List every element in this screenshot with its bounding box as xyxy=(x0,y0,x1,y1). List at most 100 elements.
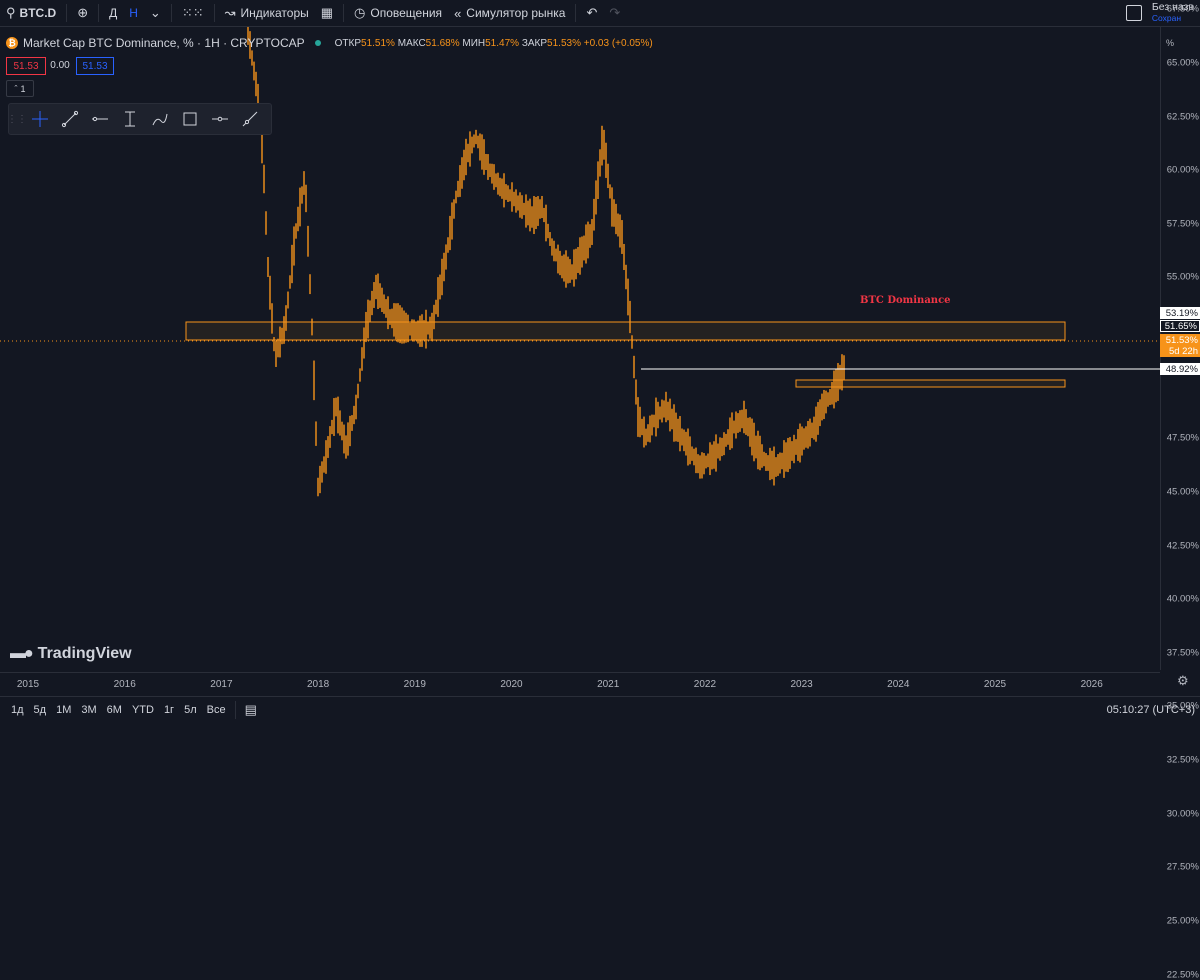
axis-unit-label: % xyxy=(1166,38,1175,48)
indicators-icon: ↝ xyxy=(224,5,236,20)
indicators-button[interactable]: ↝ Индикаторы xyxy=(219,0,315,26)
range-button[interactable]: YTD xyxy=(131,704,154,716)
rectangle-tool[interactable] xyxy=(175,104,205,134)
time-axis[interactable]: 2015 2016 2017 2018 2019 2020 2021 2022 2023 2024… xyxy=(0,672,1160,695)
collapse-count: 1 xyxy=(20,83,26,94)
text-cursor-icon xyxy=(125,111,135,127)
low-value: 51.47% xyxy=(485,37,520,49)
range-button[interactable]: 3M xyxy=(81,704,97,716)
ask-box[interactable]: 51.53 xyxy=(76,57,114,75)
alerts-label: Оповещения xyxy=(370,6,443,20)
time-axis-tick: 2026 xyxy=(1080,679,1103,690)
alerts-button[interactable]: ◷ Оповещения xyxy=(348,0,448,26)
high-value: 51.68% xyxy=(425,37,460,49)
price-axis-tick: 25.00% xyxy=(1166,915,1199,927)
ohlc-values: ОТКР51.51% МАКС51.68% МИН51.47% ЗАКР51.5… xyxy=(335,38,653,49)
redo-icon: ↷ xyxy=(609,5,621,20)
price-axis-tick: 22.50% xyxy=(1166,969,1199,980)
chart-type-button[interactable]: ⁙⁙ xyxy=(176,0,210,26)
undo-button[interactable]: ↶ xyxy=(580,0,603,26)
tradingview-logo[interactable]: ▬● TradingView xyxy=(10,645,132,663)
range-button[interactable]: Все xyxy=(206,704,226,716)
price-axis-tick: 62.50% xyxy=(1166,111,1199,122)
symbol-search[interactable]: ⚲ BTC.D xyxy=(0,0,62,26)
layout-button[interactable]: Без назв Сохран xyxy=(1120,0,1200,26)
divider xyxy=(343,4,345,22)
close-label: ЗАКР xyxy=(521,37,548,49)
divider xyxy=(575,4,577,22)
crosshair-icon xyxy=(32,111,48,127)
replay-button[interactable]: « Симулятор рынка xyxy=(448,0,571,26)
price-tag-mid: 51.65% xyxy=(1160,320,1200,332)
price-axis-tick: 30.00% xyxy=(1166,808,1199,820)
chevron-down-icon: ⌄ xyxy=(149,5,161,20)
bid-box[interactable]: 51.53 xyxy=(6,57,46,75)
price-axis-tick: 40.00% xyxy=(1166,593,1199,605)
undo-icon: ↶ xyxy=(586,5,598,20)
search-icon: ⚲ xyxy=(6,5,16,20)
trendline-tool[interactable] xyxy=(55,104,85,134)
drag-handle-icon[interactable]: ⋮⋮ xyxy=(7,113,27,125)
layout-checkbox-icon xyxy=(1125,5,1142,21)
range-button[interactable]: 5д xyxy=(33,704,47,716)
time-axis-tick: 2024 xyxy=(887,679,910,690)
drawing-toolbar: ⋮⋮ xyxy=(7,103,272,135)
high-label: МАКС xyxy=(397,37,426,49)
price-axis-tick: 65.00% xyxy=(1166,57,1199,69)
time-axis-tick: 2019 xyxy=(403,679,426,690)
plus-circle-icon: ⊕ xyxy=(77,5,89,20)
interval-hour-button[interactable]: H xyxy=(123,0,144,26)
bitcoin-icon: ₿ xyxy=(6,37,18,49)
interval-dropdown[interactable]: ⌄ xyxy=(144,0,167,26)
range-button[interactable]: 6M xyxy=(106,704,122,716)
ray-tool[interactable] xyxy=(235,104,265,134)
interval-day-button[interactable]: Д xyxy=(103,0,123,26)
range-button[interactable]: 1M xyxy=(56,704,72,716)
time-axis-tick: 2016 xyxy=(113,679,136,690)
horizontal-line-tool[interactable] xyxy=(85,104,115,134)
date-range-buttons: 1д 5д 1M 3M 6M YTD 1г 5л Все xyxy=(0,704,231,716)
goto-date-button[interactable]: ▤ xyxy=(240,702,262,718)
divider xyxy=(234,701,236,719)
gear-icon: ⚙ xyxy=(1177,673,1189,688)
divider xyxy=(213,4,215,22)
time-axis-tick: 2017 xyxy=(210,679,233,690)
time-axis-tick: 2021 xyxy=(597,679,620,690)
time-axis-tick: 2018 xyxy=(306,679,330,690)
horizontal-ray-tool[interactable] xyxy=(205,104,235,134)
price-axis-tick: 27.50% xyxy=(1166,861,1199,873)
compare-button[interactable]: ⊕ xyxy=(71,0,94,26)
redo-button[interactable]: ↷ xyxy=(603,0,626,26)
price-axis-tick: 55.00% xyxy=(1166,271,1199,283)
calendar-icon: ▤ xyxy=(244,702,257,717)
series-legend[interactable]: ₿ Market Cap BTC Dominance, % · 1H · CRY… xyxy=(6,36,653,50)
range-button[interactable]: 1г xyxy=(163,704,175,716)
rectangle-icon xyxy=(183,112,197,126)
bar-countdown-tag: 5d 22h xyxy=(1160,345,1200,357)
tv-logo-icon: ▬● xyxy=(10,645,34,662)
brush-tool[interactable] xyxy=(145,104,175,134)
range-button[interactable]: 1д xyxy=(11,704,24,716)
annotation-label[interactable]: BTC Dominance xyxy=(860,295,951,306)
legend-title: Market Cap BTC Dominance, % · 1H · CRYPT… xyxy=(23,36,305,50)
top-toolbar: ⚲ BTC.D ⊕ Д H ⌄ ⁙⁙ ↝ Индикаторы ▦ ◷ Опов… xyxy=(0,0,1200,27)
layout-subtitle: Сохран xyxy=(1151,13,1182,23)
range-button[interactable]: 5л xyxy=(184,704,197,716)
price-axis-tick: 37.50% xyxy=(1166,647,1199,659)
divider xyxy=(170,4,172,22)
logo-text: TradingView xyxy=(37,645,132,662)
ray-icon xyxy=(242,111,258,127)
text-tool[interactable] xyxy=(115,104,145,134)
open-label: ОТКР xyxy=(334,37,362,49)
crosshair-tool[interactable] xyxy=(25,104,55,134)
clock-time[interactable]: 05:10:27 (UTC+3) xyxy=(1106,704,1195,716)
price-axis-tick: 35.00% xyxy=(1166,700,1199,712)
price-axis-tick: 45.00% xyxy=(1166,486,1199,498)
candle-series xyxy=(247,27,845,497)
horizontal-line-icon xyxy=(92,116,108,122)
time-axis-tick: 2025 xyxy=(983,679,1007,690)
time-axis-tick: 2022 xyxy=(693,679,717,690)
settings-button[interactable]: ⚙ xyxy=(1177,673,1189,689)
templates-button[interactable]: ▦ xyxy=(315,0,339,26)
